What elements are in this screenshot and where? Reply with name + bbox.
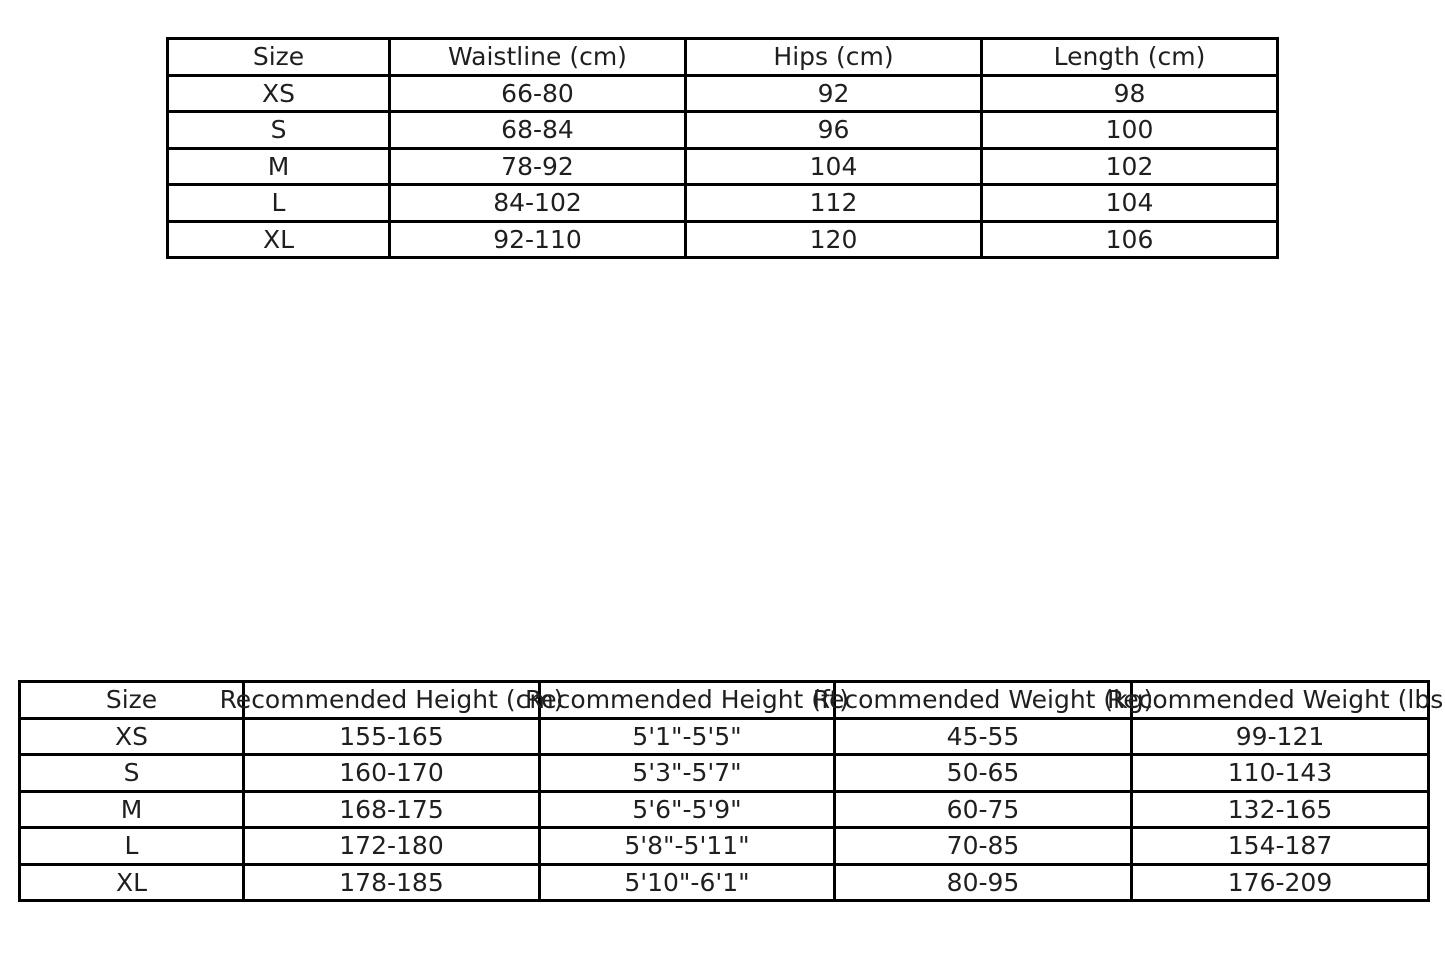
cell-weight-kg: 70-85 [833, 826, 1133, 866]
cell-size: XL [18, 862, 245, 902]
column-header-recommended-height-ft: Recommended Height (ft) [525, 680, 849, 720]
column-header-recommended-height-cm: Recommended Height (cm) [220, 680, 563, 720]
cell-height-cm: 168-175 [242, 789, 541, 829]
table-row: XL 178-185 5'10"-6'1" 80-95 176-209 [18, 862, 1430, 902]
cell-weight-lbs: 132-165 [1130, 789, 1430, 829]
cell-size: S [166, 110, 391, 150]
column-header-waistline: Waistline (cm) [388, 37, 687, 77]
cell-weight-lbs: 176-209 [1130, 862, 1430, 902]
cell-hips: 96 [684, 110, 983, 150]
table-row: XS 155-165 5'1"-5'5" 45-55 99-121 [18, 716, 1430, 756]
table-header-row: Size Waistline (cm) Hips (cm) Length (cm… [166, 37, 1279, 77]
cell-size: L [166, 183, 391, 223]
cell-weight-kg: 80-95 [833, 862, 1133, 902]
cell-waistline: 78-92 [388, 146, 687, 186]
column-header-recommended-height-ft-label: Recommended Height (ft) [525, 685, 849, 714]
cell-hips: 92 [684, 73, 983, 113]
column-header-recommended-weight-kg-label: Recommended Weight (kg) [812, 685, 1154, 714]
cell-weight-kg: 50-65 [833, 753, 1133, 793]
column-header-length: Length (cm) [980, 37, 1279, 77]
table-row: M 168-175 5'6"-5'9" 60-75 132-165 [18, 789, 1430, 829]
recommended-body-size-table: Size Recommended Height (cm) Recommended… [18, 680, 1445, 902]
cell-length: 106 [980, 219, 1279, 259]
column-header-hips: Hips (cm) [684, 37, 983, 77]
table-row: L 172-180 5'8"-5'11" 70-85 154-187 [18, 826, 1430, 866]
cell-size: L [18, 826, 245, 866]
cell-size: M [18, 789, 245, 829]
table-header-row: Size Recommended Height (cm) Recommended… [18, 680, 1445, 720]
cell-hips: 112 [684, 183, 983, 223]
cell-length: 100 [980, 110, 1279, 150]
cell-waistline: 84-102 [388, 183, 687, 223]
table-row: M 78-92 104 102 [166, 146, 1279, 186]
cell-size: XL [166, 219, 391, 259]
table-row: XS 66-80 92 98 [166, 73, 1279, 113]
column-header-recommended-height-cm-label: Recommended Height (cm) [219, 685, 564, 714]
garment-size-table: Size Waistline (cm) Hips (cm) Length (cm… [166, 37, 1279, 259]
cell-waistline: 68-84 [388, 110, 687, 150]
cell-weight-lbs: 154-187 [1130, 826, 1430, 866]
column-header-size: Size [18, 680, 245, 720]
cell-length: 104 [980, 183, 1279, 223]
column-header-size-label: Size [105, 685, 158, 714]
table-row: L 84-102 112 104 [166, 183, 1279, 223]
column-header-size: Size [166, 37, 391, 77]
cell-size: XS [166, 73, 391, 113]
cell-size: M [166, 146, 391, 186]
cell-weight-lbs: 110-143 [1130, 753, 1430, 793]
cell-weight-kg: 60-75 [833, 789, 1133, 829]
cell-height-ft: 5'6"-5'9" [538, 789, 836, 829]
cell-height-cm: 178-185 [242, 862, 541, 902]
cell-height-cm: 160-170 [242, 753, 541, 793]
cell-height-cm: 155-165 [242, 716, 541, 756]
cell-waistline: 92-110 [388, 219, 687, 259]
column-header-recommended-weight-kg: Recommended Weight (kg) [813, 680, 1153, 720]
cell-height-cm: 172-180 [242, 826, 541, 866]
cell-weight-kg: 45-55 [833, 716, 1133, 756]
column-header-recommended-weight-lbs-label: Recommended Weight (lbs) [1106, 685, 1445, 714]
cell-hips: 104 [684, 146, 983, 186]
cell-length: 98 [980, 73, 1279, 113]
cell-waistline: 66-80 [388, 73, 687, 113]
cell-height-ft: 5'10"-6'1" [538, 862, 836, 902]
cell-weight-lbs: 99-121 [1130, 716, 1430, 756]
cell-length: 102 [980, 146, 1279, 186]
cell-height-ft: 5'1"-5'5" [538, 716, 836, 756]
table-row: S 160-170 5'3"-5'7" 50-65 110-143 [18, 753, 1430, 793]
table-row: XL 92-110 120 106 [166, 219, 1279, 259]
cell-height-ft: 5'3"-5'7" [538, 753, 836, 793]
cell-size: XS [18, 716, 245, 756]
table-row: S 68-84 96 100 [166, 110, 1279, 150]
cell-hips: 120 [684, 219, 983, 259]
cell-height-ft: 5'8"-5'11" [538, 826, 836, 866]
cell-size: S [18, 753, 245, 793]
column-header-recommended-weight-lbs: Recommended Weight (lbs) [1107, 680, 1445, 720]
